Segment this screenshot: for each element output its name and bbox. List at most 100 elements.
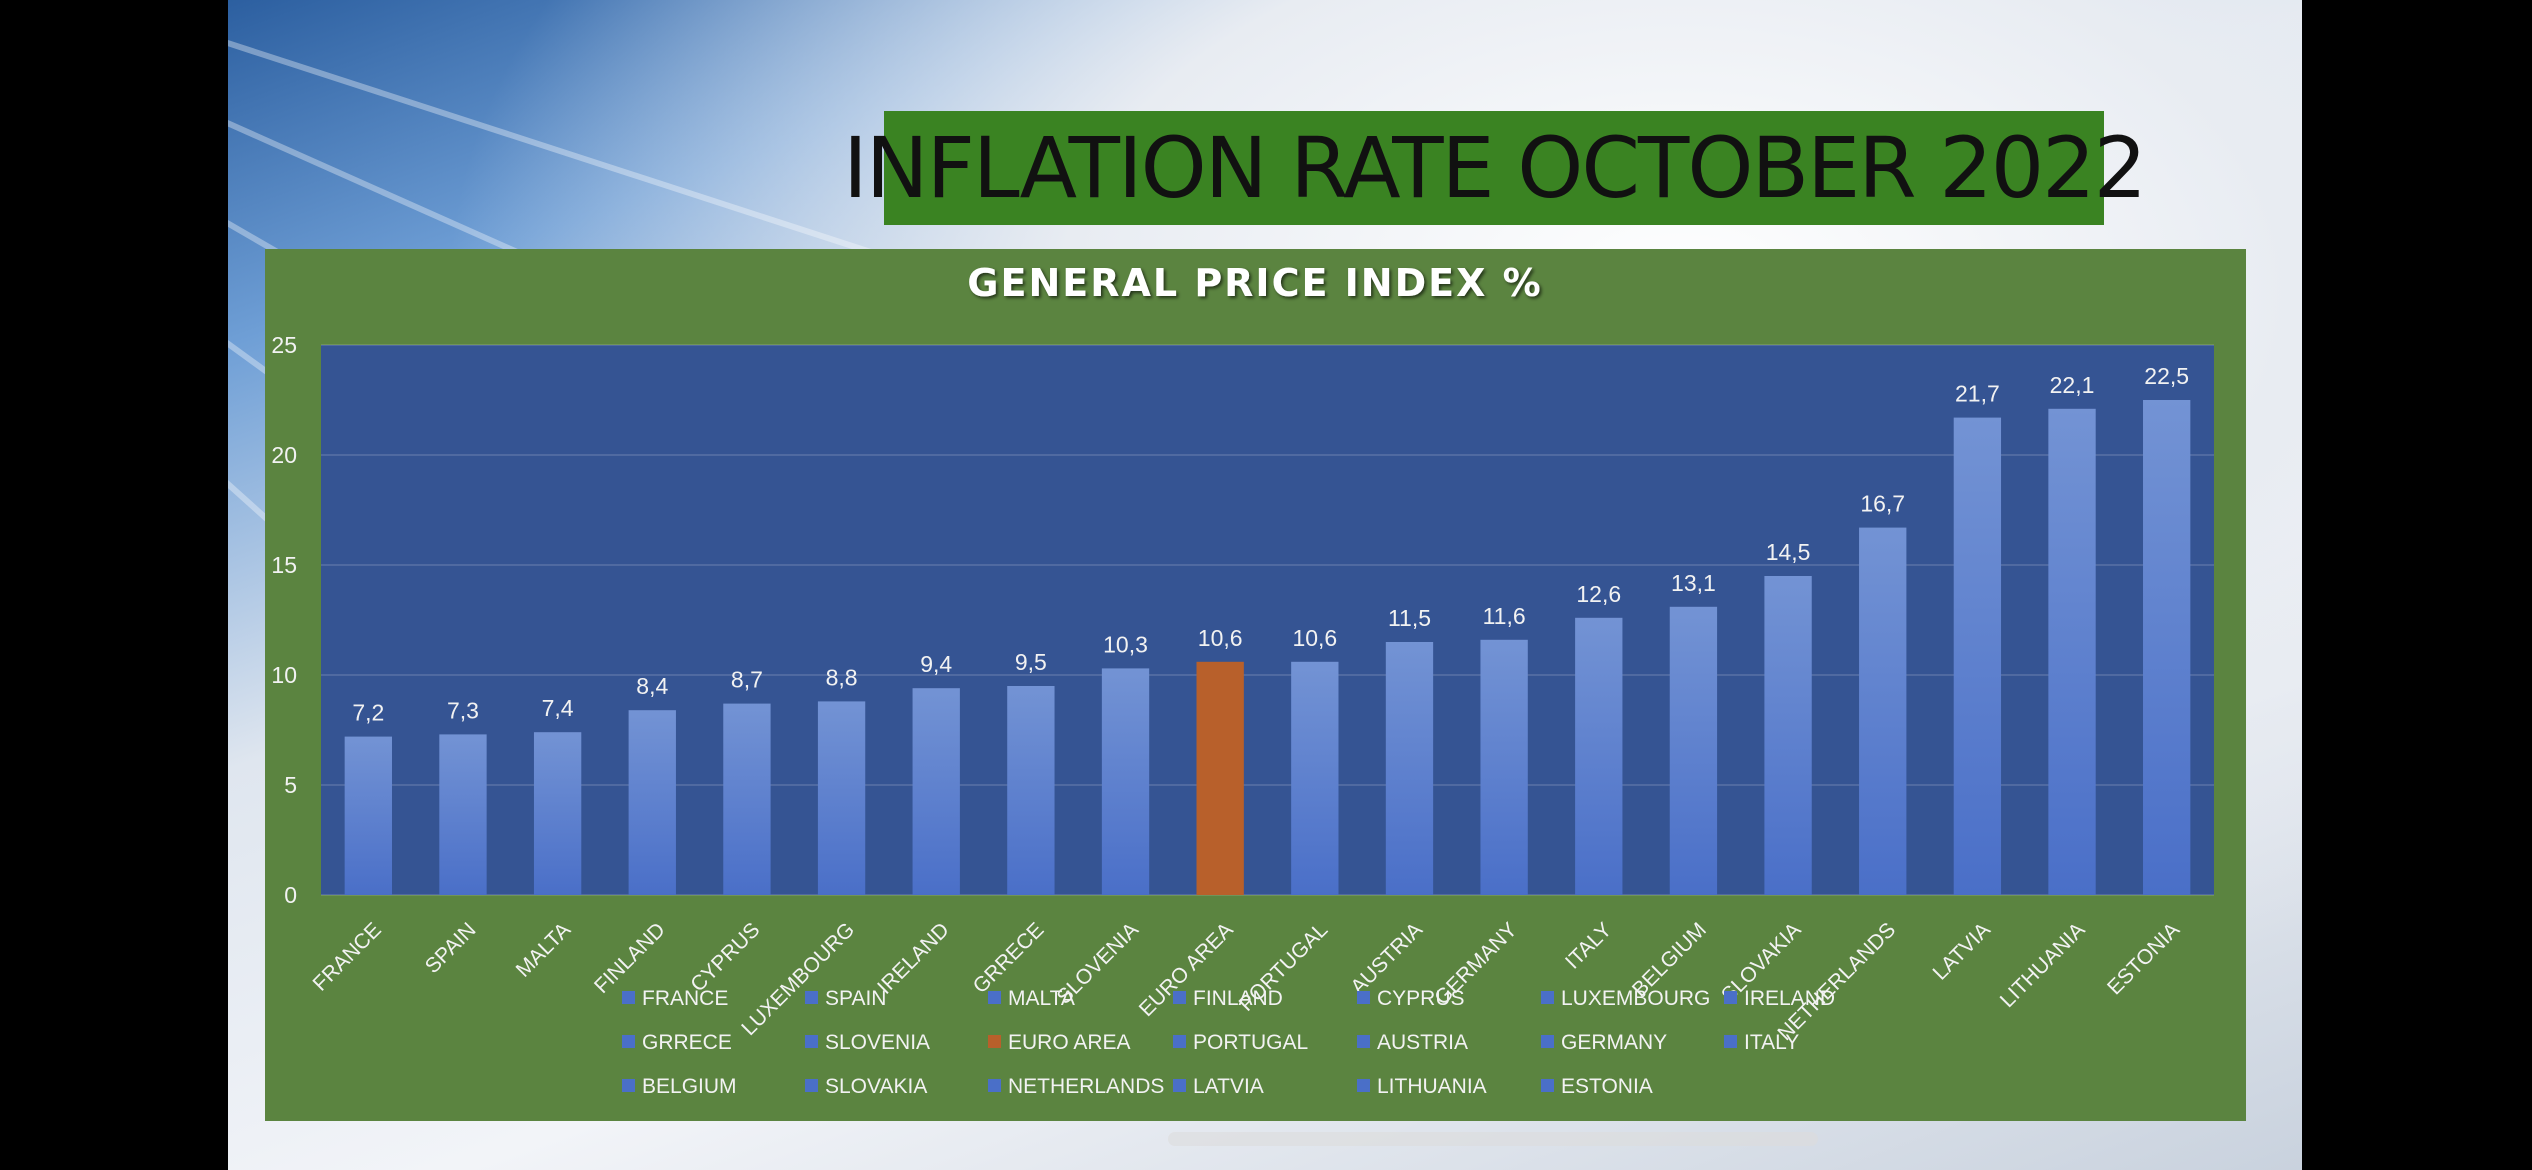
legend-label: ITALY xyxy=(1744,1031,1799,1054)
data-label: 22,1 xyxy=(2050,372,2095,398)
legend-swatch xyxy=(1541,1079,1554,1092)
legend-label: GRRECE xyxy=(642,1031,732,1054)
legend-swatch xyxy=(622,991,635,1004)
legend-label: GERMANY xyxy=(1561,1031,1667,1054)
x-axis: FRANCE SPAIN MALTA FINLAND CYPRUS LUXEMBOURG I… xyxy=(309,918,2185,1045)
data-label: 8,4 xyxy=(636,673,668,699)
data-label: 7,4 xyxy=(542,695,574,721)
legend-swatch xyxy=(1357,1035,1370,1048)
legend-swatch xyxy=(1724,991,1737,1004)
data-label: 10,3 xyxy=(1103,631,1148,657)
legend-label: EURO AREA xyxy=(1008,1031,1131,1054)
bar xyxy=(439,734,487,895)
legend-label: FRANCE xyxy=(642,987,728,1010)
data-label: 11,5 xyxy=(1388,605,1431,631)
x-tick-label: LATVIA xyxy=(1929,918,1995,984)
legend-label: ESTONIA xyxy=(1561,1075,1653,1098)
legend-swatch xyxy=(1173,991,1186,1004)
plot-area xyxy=(321,345,2214,895)
data-label: 13,1 xyxy=(1671,570,1716,596)
legend: FRANCE SPAIN MALTA FINLAND CYPRUS LUXEMBOURG I… xyxy=(622,987,1835,1098)
legend-swatch xyxy=(988,1035,1001,1048)
bar xyxy=(1480,639,1528,895)
data-label: 7,2 xyxy=(352,700,384,726)
bar xyxy=(723,703,771,895)
y-tick-label: 10 xyxy=(271,662,297,688)
y-tick-label: 25 xyxy=(271,332,297,358)
data-label: 22,5 xyxy=(2144,363,2189,389)
legend-swatch xyxy=(988,1079,1001,1092)
bar xyxy=(1953,417,2002,895)
data-label: 10,6 xyxy=(1198,625,1243,651)
data-label: 14,5 xyxy=(1766,539,1811,565)
data-label: 21,7 xyxy=(1955,381,2000,407)
x-tick-label: MALTA xyxy=(512,918,576,982)
bar xyxy=(1385,642,1434,895)
legend-swatch xyxy=(988,991,1001,1004)
bar xyxy=(1007,686,1055,895)
bar xyxy=(1575,617,1623,895)
data-label: 8,7 xyxy=(731,667,763,693)
legend-label: BELGIUM xyxy=(642,1075,737,1098)
x-tick-label: CYPRUS xyxy=(686,918,764,996)
data-label: 12,6 xyxy=(1576,581,1621,607)
legend-label: IRELAND xyxy=(1744,987,1835,1010)
data-label: 9,4 xyxy=(920,651,952,677)
legend-swatch xyxy=(1173,1079,1186,1092)
legend-swatch xyxy=(805,1079,818,1092)
legend-label: NETHERLANDS xyxy=(1008,1075,1164,1098)
x-tick-label: FRANCE xyxy=(309,918,386,995)
y-axis: 0 5 10 15 20 25 xyxy=(271,332,297,908)
bar xyxy=(1196,661,1244,895)
legend-label: LATVIA xyxy=(1193,1075,1264,1098)
bar xyxy=(912,688,960,895)
legend-swatch xyxy=(1357,991,1370,1004)
y-tick-label: 0 xyxy=(284,882,297,908)
bar xyxy=(2143,400,2191,895)
x-tick-label: LITHUANIA xyxy=(1996,918,2090,1012)
legend-swatch xyxy=(622,1079,635,1092)
title-banner: INFLATION RATE OCTOBER 2022 xyxy=(843,111,2147,225)
x-tick-label: ESTONIA xyxy=(2103,918,2184,999)
bar xyxy=(1764,576,1812,895)
bar xyxy=(2048,408,2096,895)
y-tick-label: 15 xyxy=(271,552,297,578)
legend-swatch xyxy=(1541,1035,1554,1048)
legend-label: SLOVENIA xyxy=(825,1031,930,1054)
data-label: 7,3 xyxy=(447,697,479,723)
bar xyxy=(344,736,392,895)
legend-label: LITHUANIA xyxy=(1377,1075,1487,1098)
data-label: 11,6 xyxy=(1483,603,1526,629)
y-tick-label: 20 xyxy=(271,442,297,468)
legend-label: PORTUGAL xyxy=(1193,1031,1308,1054)
legend-label: MALTA xyxy=(1008,987,1075,1010)
bars: 7,2 7,3 7,4 8,4 8,7 8,8 9,4 9,5 10,3 10,6 10,6 11,5… xyxy=(344,363,2191,895)
data-label: 16,7 xyxy=(1860,491,1905,517)
bar xyxy=(533,732,582,895)
legend-swatch xyxy=(805,991,818,1004)
page-title: INFLATION RATE OCTOBER 2022 xyxy=(842,119,2147,217)
legend-swatch xyxy=(805,1035,818,1048)
legend-label: FINLAND xyxy=(1193,987,1283,1010)
legend-swatch xyxy=(1357,1079,1370,1092)
legend-swatch xyxy=(622,1035,635,1048)
legend-label: SPAIN xyxy=(825,987,886,1010)
bar xyxy=(1291,661,1339,895)
legend-swatch xyxy=(1724,1035,1737,1048)
bar xyxy=(1669,606,1718,895)
legend-label: CYPRUS xyxy=(1377,987,1465,1010)
x-tick-label: SPAIN xyxy=(421,918,481,978)
bar xyxy=(1859,527,1907,895)
chart-title: GENERAL PRICE INDEX % xyxy=(967,261,1542,305)
bar xyxy=(628,710,676,895)
legend-label: LUXEMBOURG xyxy=(1561,987,1710,1010)
bar xyxy=(1101,668,1150,895)
chart-panel: GENERAL PRICE INDEX % 0 5 10 15 20 25 7,2 7,3 7… xyxy=(265,249,2246,1121)
legend-swatch xyxy=(1173,1035,1186,1048)
legend-swatch xyxy=(1541,991,1554,1004)
legend-label: SLOVAKIA xyxy=(825,1075,927,1098)
bar xyxy=(817,701,866,895)
data-label: 8,8 xyxy=(826,664,858,690)
scrollbar[interactable] xyxy=(1168,1132,1818,1146)
